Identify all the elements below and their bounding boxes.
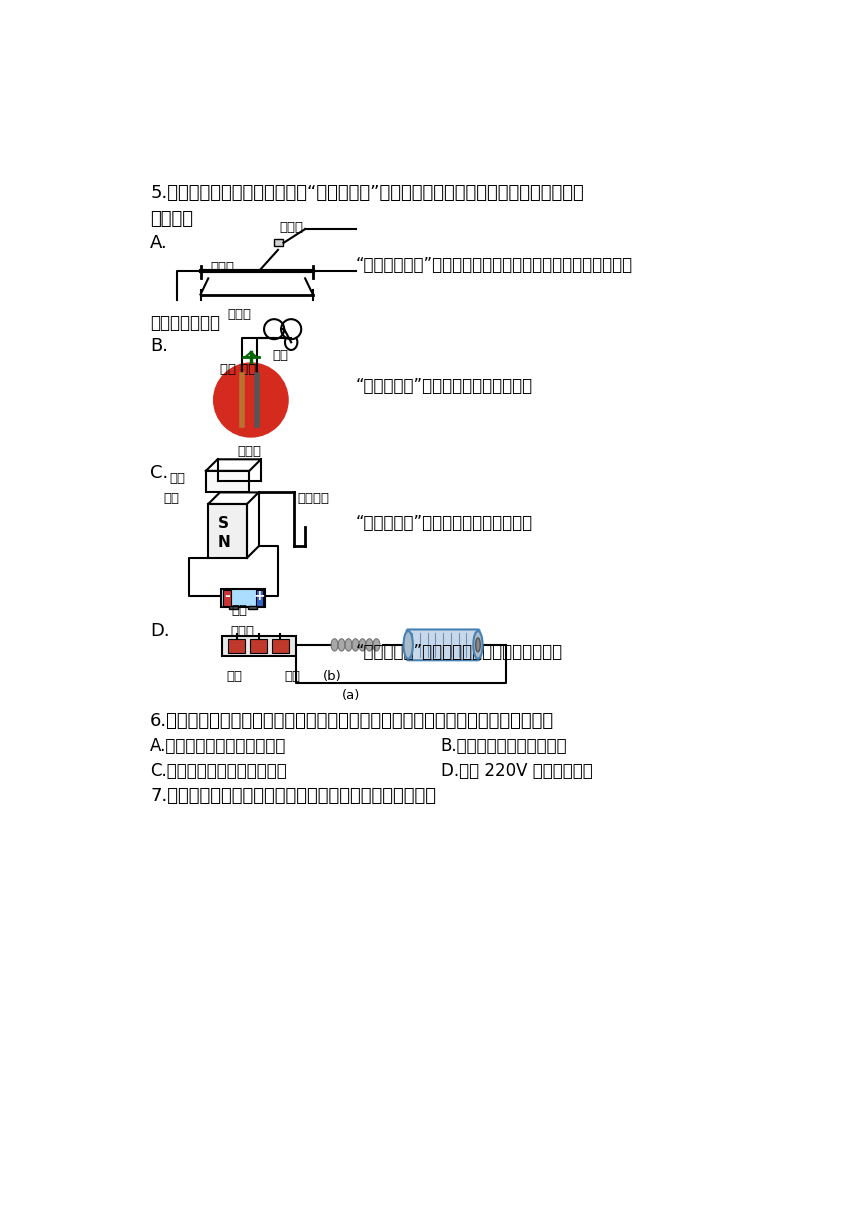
Text: B.: B. [150, 337, 168, 355]
Text: +: + [254, 590, 265, 603]
Ellipse shape [359, 638, 366, 651]
Text: 7.　如图所示的物态变化实例中，由于熳化形成的是（　）: 7. 如图所示的物态变化实例中，由于熳化形成的是（ ） [150, 787, 436, 805]
Bar [272, 638, 289, 653]
Text: “简易电动机”工作时机械能转化为电能: “简易电动机”工作时机械能转化为电能 [355, 514, 532, 531]
Text: -: - [224, 590, 230, 603]
Text: A.: A. [150, 235, 168, 253]
Text: 改变电流大小的: 改变电流大小的 [150, 314, 220, 332]
Text: 西红柿: 西红柿 [237, 445, 261, 457]
Ellipse shape [373, 638, 380, 651]
Bar [222, 636, 296, 655]
Text: C.能用湿布擦拭正发光的灯管: C.能用湿布擦拭正发光的灯管 [150, 762, 287, 779]
Text: 铜片 锶片: 铜片 锶片 [220, 364, 256, 376]
Bar [250, 638, 267, 653]
Bar [223, 590, 230, 606]
Text: 铅笔芯: 铅笔芯 [211, 261, 235, 275]
Ellipse shape [473, 631, 482, 659]
Ellipse shape [403, 631, 413, 659]
Text: 是（　）: 是（ ） [150, 210, 194, 227]
Text: B.更换灯泡时要先切断电源: B.更换灯泡时要先切断电源 [440, 737, 568, 755]
Bar [248, 606, 257, 609]
Bar [255, 590, 263, 606]
Text: N: N [218, 535, 230, 550]
Text: “铅笔芯变阻器”工作时是通过改变接入电路的电阻丝的长度来: “铅笔芯变阻器”工作时是通过改变接入电路的电阻丝的长度来 [355, 257, 633, 274]
Text: D.: D. [150, 621, 169, 640]
Ellipse shape [366, 638, 373, 651]
Ellipse shape [352, 638, 359, 651]
Text: “铁钉电磁铁”工作时能吸引大头针表明有磁性: “铁钉电磁铁”工作时能吸引大头针表明有磁性 [355, 642, 562, 660]
Text: 电池: 电池 [231, 604, 248, 617]
Text: 电池盒: 电池盒 [230, 625, 254, 638]
Text: S: S [218, 516, 230, 530]
Text: (a): (a) [342, 688, 360, 702]
Bar [221, 589, 265, 607]
Ellipse shape [338, 638, 345, 651]
Text: (b): (b) [323, 670, 341, 682]
Text: 6.　社区志愿者对居民日常用电常识进行了调查，下列说法符合安全用电的是（　）: 6. 社区志愿者对居民日常用电常识进行了调查，下列说法符合安全用电的是（ ） [150, 711, 554, 730]
Text: 电线: 电线 [226, 670, 242, 682]
FancyBboxPatch shape [407, 630, 480, 660]
Text: 金属支架: 金属支架 [298, 492, 329, 506]
Bar [274, 240, 284, 246]
Text: 铁钉: 铁钉 [284, 670, 300, 682]
Text: “西红柿电池”工作时化学能转化为电能: “西红柿电池”工作时化学能转化为电能 [355, 377, 532, 395]
Circle shape [213, 364, 288, 437]
Text: 耳机: 耳机 [273, 349, 289, 362]
Text: 线圈: 线圈 [169, 472, 186, 485]
Text: 导线夹: 导线夹 [280, 221, 304, 235]
Text: 磁体: 磁体 [163, 492, 179, 506]
Bar [208, 503, 247, 558]
Ellipse shape [476, 638, 480, 652]
Text: 5.　如图所示是小明按物理课本“迷你实验室”提供的方法制作的作品，下列分析不正确的: 5. 如图所示是小明按物理课本“迷你实验室”提供的方法制作的作品，下列分析不正确… [150, 185, 584, 202]
Text: A.可用铜丝替代烧断的保险丝: A.可用铜丝替代烧断的保险丝 [150, 737, 286, 755]
Bar [229, 606, 238, 609]
Bar [229, 638, 245, 653]
Ellipse shape [331, 638, 338, 651]
Text: 裸导线: 裸导线 [228, 308, 252, 321]
Ellipse shape [345, 638, 352, 651]
Bar [206, 471, 249, 492]
Text: D.低于 220V 的电压都安全: D.低于 220V 的电压都安全 [440, 762, 593, 779]
Text: C.: C. [150, 465, 169, 482]
